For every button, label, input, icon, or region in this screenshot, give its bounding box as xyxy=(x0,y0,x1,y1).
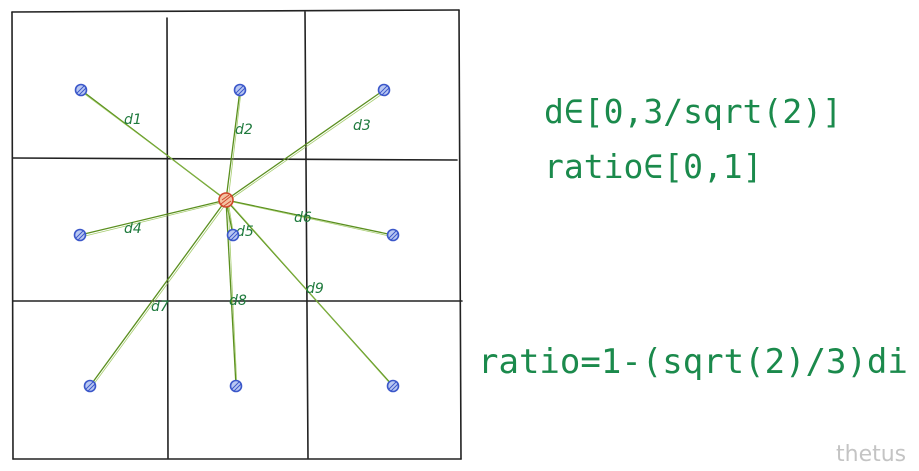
grid-point-d5 xyxy=(226,228,240,242)
ray-label-d5: d5 xyxy=(236,224,254,240)
ray-sketch-d7 xyxy=(90,200,229,389)
formula-ratio: ratio=1-(sqrt(2)/3)di xyxy=(478,342,908,382)
ray-label-d3: d3 xyxy=(353,118,371,134)
grid-border-right xyxy=(458,9,462,460)
center-point-layer xyxy=(218,192,234,208)
ray-label-d6: d6 xyxy=(294,210,312,226)
grid-point-hatch-d4 xyxy=(75,230,86,241)
ray-d6 xyxy=(225,199,394,236)
grid xyxy=(11,9,463,460)
grid-point-hatch-d2 xyxy=(235,85,246,96)
ray-sketch-d6 xyxy=(227,200,395,238)
ray-d4 xyxy=(79,199,227,236)
grid-point-hatch-d7 xyxy=(85,381,96,392)
grid-point-d9 xyxy=(386,379,400,393)
ray-label-d7: d7 xyxy=(151,299,169,315)
formula-range-ratio: ratio∈[0,1] xyxy=(544,147,763,186)
grid-horizontal-1 xyxy=(12,157,458,161)
formula-range-d: d∈[0,3/sqrt(2)] xyxy=(544,92,842,131)
grid-point-hatch-d3 xyxy=(379,85,390,96)
ray-d7 xyxy=(89,199,227,387)
ray-sketch-d9 xyxy=(227,200,395,389)
grid-point-hatch-d6 xyxy=(388,230,399,241)
grid-point-d4 xyxy=(73,228,87,242)
ray-d2 xyxy=(225,89,241,201)
grid-point-d6 xyxy=(386,228,400,242)
ray-label-d4: d4 xyxy=(124,221,142,237)
grid-point-d7 xyxy=(83,379,97,393)
ray-label-d1: d1 xyxy=(124,112,142,128)
grid-vertical-2 xyxy=(304,11,309,459)
grid-border-top xyxy=(11,9,460,13)
grid-point-d2 xyxy=(233,83,247,97)
ray-sketch-d4 xyxy=(80,200,229,238)
grid-point-hatch-d8 xyxy=(231,381,242,392)
grid-point-d8 xyxy=(229,379,243,393)
grid-border-left xyxy=(11,11,14,460)
points-layer xyxy=(73,83,400,393)
ray-label-d8: d8 xyxy=(229,293,247,309)
ray-sketch-d1 xyxy=(81,91,229,202)
center-point-hatch xyxy=(220,194,232,207)
ray-d3 xyxy=(225,89,385,201)
rays-layer xyxy=(79,89,395,389)
ray-sketch-d3 xyxy=(227,91,386,202)
grid-vertical-1 xyxy=(166,17,169,459)
grid-point-d1 xyxy=(74,83,88,97)
ray-d8 xyxy=(225,199,237,387)
grid-point-d3 xyxy=(377,83,391,97)
grid-point-hatch-d5 xyxy=(228,230,239,241)
ray-label-d2: d2 xyxy=(235,122,253,138)
grid-point-hatch-d1 xyxy=(76,85,87,96)
ray-label-d9: d9 xyxy=(306,281,324,297)
watermark: thetus xyxy=(836,442,906,467)
grid-point-hatch-d9 xyxy=(388,381,399,392)
ray-sketch-d2 xyxy=(227,91,242,202)
ray-labels-layer: d1 d2 d3 d4 d5 d6 d7 d8 d9 xyxy=(124,112,371,315)
